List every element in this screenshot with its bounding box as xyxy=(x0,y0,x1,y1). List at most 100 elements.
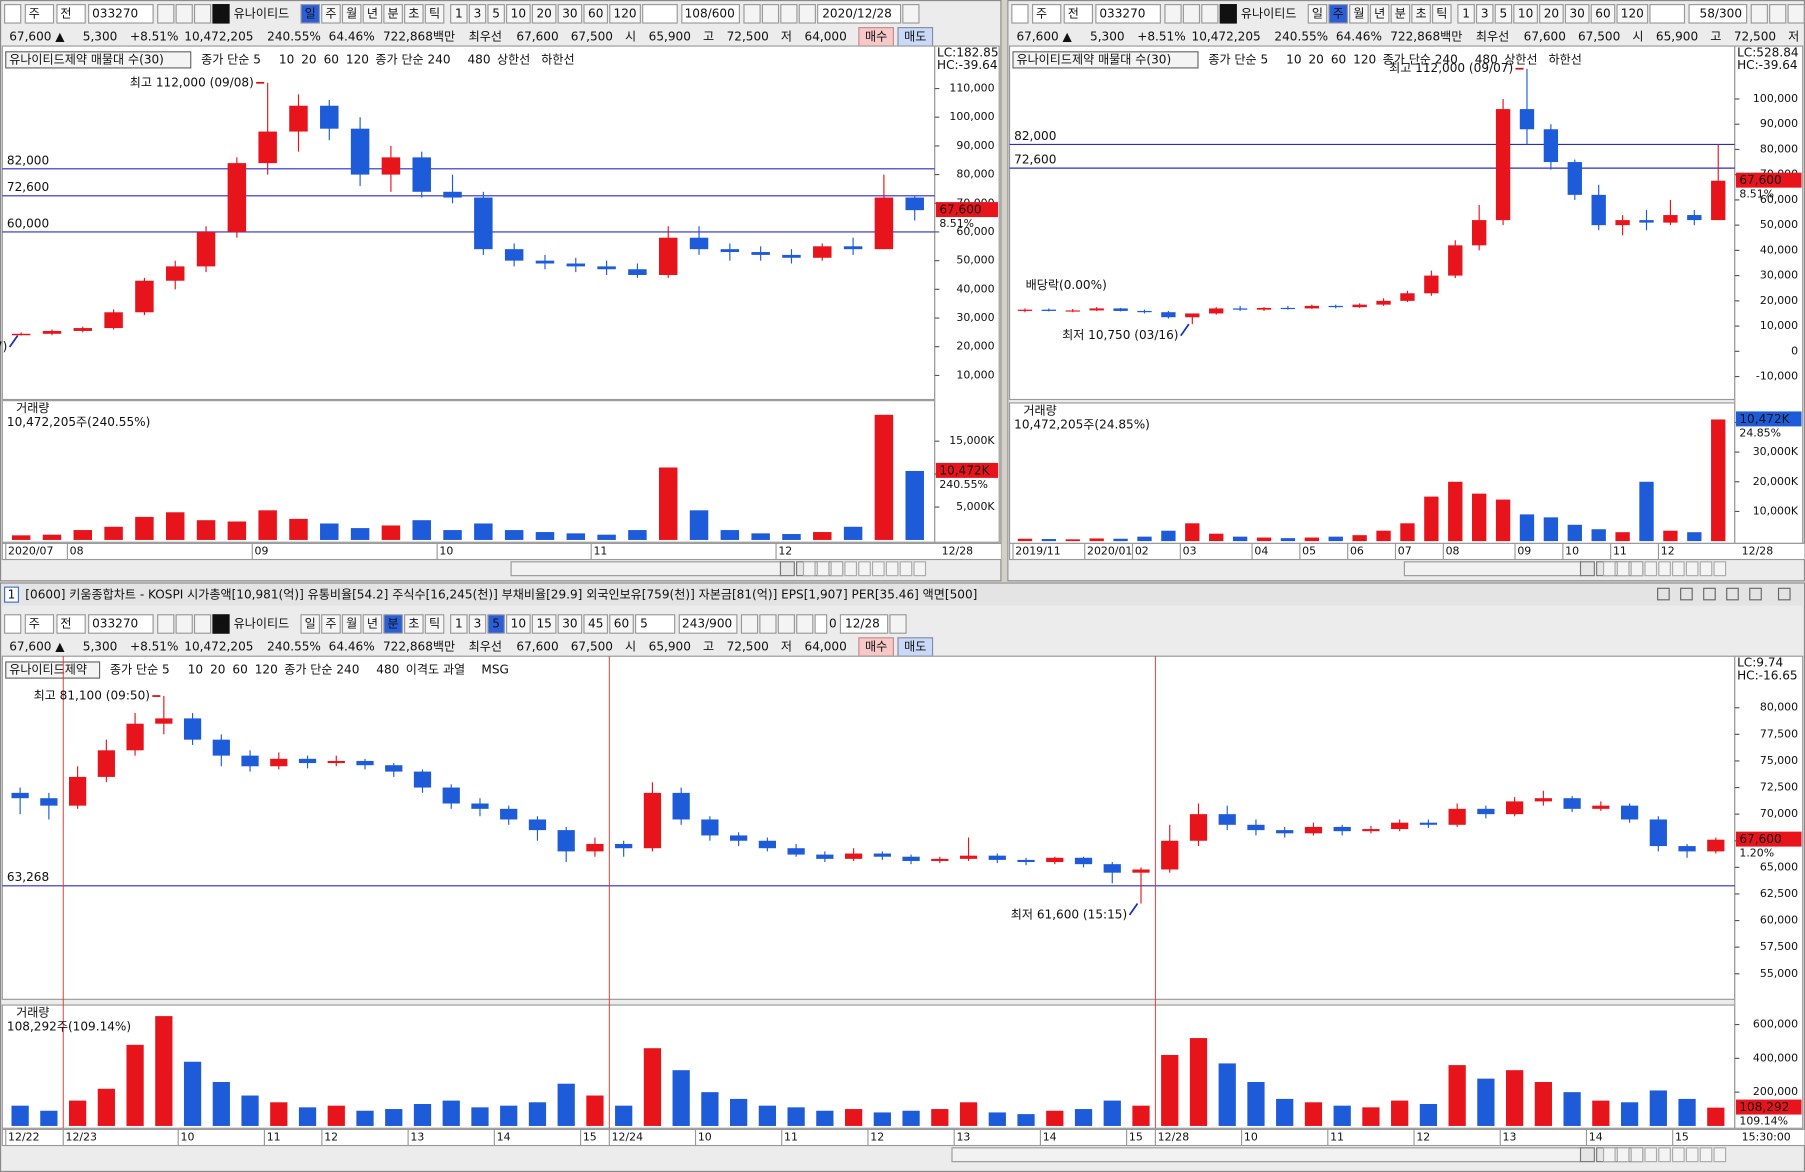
period-button[interactable] xyxy=(404,4,424,24)
window-icon[interactable] xyxy=(1777,587,1791,601)
zoom-button[interactable] xyxy=(1658,561,1671,577)
buy-label[interactable]: 매수 xyxy=(865,640,887,654)
date-input[interactable] xyxy=(839,614,889,634)
zoom-button[interactable] xyxy=(1658,1147,1671,1163)
tool-icon[interactable] xyxy=(1201,4,1219,24)
interval-button[interactable] xyxy=(468,614,487,634)
sell-label[interactable]: 매도 xyxy=(904,640,926,654)
sell-label[interactable]: 매도 xyxy=(904,29,926,43)
unit-input[interactable] xyxy=(634,614,676,634)
interval-button[interactable] xyxy=(450,4,468,24)
zoom-button[interactable] xyxy=(1630,1147,1644,1163)
interval-button[interactable] xyxy=(1616,4,1649,24)
zoom-button[interactable] xyxy=(1644,561,1658,577)
tab-button[interactable] xyxy=(56,614,86,634)
buy-label[interactable]: 매수 xyxy=(865,29,887,43)
window-icon[interactable] xyxy=(1703,587,1716,601)
period-button[interactable] xyxy=(1432,4,1452,24)
interval-button[interactable] xyxy=(506,614,531,634)
interval-button[interactable] xyxy=(1513,4,1538,24)
interval-button[interactable] xyxy=(583,614,609,634)
period-button[interactable] xyxy=(1369,4,1390,24)
counter-box[interactable] xyxy=(681,4,740,24)
interval-button[interactable] xyxy=(487,4,505,24)
tool-icon[interactable] xyxy=(157,4,175,24)
period-button[interactable] xyxy=(362,4,383,24)
window-icon[interactable] xyxy=(1726,587,1739,601)
menu-icon[interactable] xyxy=(4,614,22,634)
interval-button[interactable] xyxy=(468,4,487,24)
scrollbar-track[interactable] xyxy=(951,1147,1582,1163)
period-button[interactable] xyxy=(321,614,341,634)
blank-input[interactable] xyxy=(642,4,678,24)
zoom-button[interactable] xyxy=(1699,561,1713,577)
interval-button[interactable] xyxy=(1457,4,1475,24)
scroll-button[interactable] xyxy=(1579,1147,1595,1163)
scroll-button[interactable] xyxy=(779,561,795,577)
zoom-button[interactable] xyxy=(1713,561,1727,577)
zoom-button[interactable] xyxy=(1602,1147,1616,1163)
zoom-button[interactable] xyxy=(1672,561,1685,577)
tool-icon[interactable] xyxy=(761,4,780,24)
code-input[interactable] xyxy=(88,614,154,634)
date-input[interactable] xyxy=(817,4,902,24)
zoom-button[interactable] xyxy=(1685,561,1699,577)
zoom-button[interactable] xyxy=(1644,1147,1658,1163)
interval-button[interactable] xyxy=(450,614,468,634)
tab-button[interactable] xyxy=(24,4,55,24)
tool-icon[interactable] xyxy=(743,4,761,24)
tool-icon[interactable] xyxy=(1750,4,1768,24)
period-button[interactable] xyxy=(341,614,362,634)
badge-box[interactable] xyxy=(212,4,230,24)
interval-button[interactable] xyxy=(583,4,609,24)
window-icon[interactable] xyxy=(1749,587,1762,601)
zoom-button[interactable] xyxy=(1672,1147,1685,1163)
badge-box[interactable] xyxy=(1219,4,1237,24)
tool-icon[interactable] xyxy=(796,614,814,634)
window-icon[interactable] xyxy=(1657,587,1670,601)
interval-button[interactable] xyxy=(1476,4,1494,24)
tool-icon[interactable] xyxy=(1164,4,1182,24)
period-button[interactable] xyxy=(341,4,362,24)
zoom-button[interactable] xyxy=(1685,1147,1699,1163)
interval-button[interactable] xyxy=(1539,4,1564,24)
period-button[interactable] xyxy=(1390,4,1411,24)
tab-button[interactable] xyxy=(24,614,55,634)
interval-button[interactable] xyxy=(557,614,583,634)
period-button[interactable] xyxy=(424,4,445,24)
interval-button[interactable] xyxy=(506,4,531,24)
period-button[interactable] xyxy=(300,614,321,634)
scrollbar-track[interactable] xyxy=(1403,561,1582,577)
zoom-button[interactable] xyxy=(844,561,858,577)
period-button[interactable] xyxy=(300,4,321,24)
zoom-button[interactable] xyxy=(1713,1147,1727,1163)
tool-icon[interactable] xyxy=(193,4,212,24)
period-button[interactable] xyxy=(404,614,424,634)
zoom-button[interactable] xyxy=(885,561,899,577)
zoom-button[interactable] xyxy=(1630,561,1644,577)
tool-icon[interactable] xyxy=(1769,4,1787,24)
menu-icon[interactable] xyxy=(4,4,22,24)
tool-icon[interactable] xyxy=(740,614,759,634)
zoom-button[interactable] xyxy=(1602,561,1616,577)
tool-icon[interactable] xyxy=(175,614,193,634)
interval-button[interactable] xyxy=(487,614,505,634)
period-button[interactable] xyxy=(424,614,445,634)
zoom-button[interactable] xyxy=(871,561,885,577)
interval-button[interactable] xyxy=(609,4,641,24)
interval-button[interactable] xyxy=(609,614,634,634)
tool-icon[interactable] xyxy=(1787,4,1805,24)
zoom-button[interactable] xyxy=(802,561,816,577)
period-button[interactable] xyxy=(383,614,403,634)
tab-button[interactable] xyxy=(1032,4,1062,24)
zoom-button[interactable] xyxy=(1616,1147,1630,1163)
code-input[interactable] xyxy=(88,4,154,24)
period-button[interactable] xyxy=(362,614,383,634)
tool-icon[interactable] xyxy=(780,4,798,24)
tool-icon[interactable] xyxy=(777,614,795,634)
zoom-button[interactable] xyxy=(816,561,830,577)
period-button[interactable] xyxy=(1328,4,1348,24)
period-button[interactable] xyxy=(1411,4,1431,24)
zoom-button[interactable] xyxy=(913,561,927,577)
period-button[interactable] xyxy=(383,4,403,24)
